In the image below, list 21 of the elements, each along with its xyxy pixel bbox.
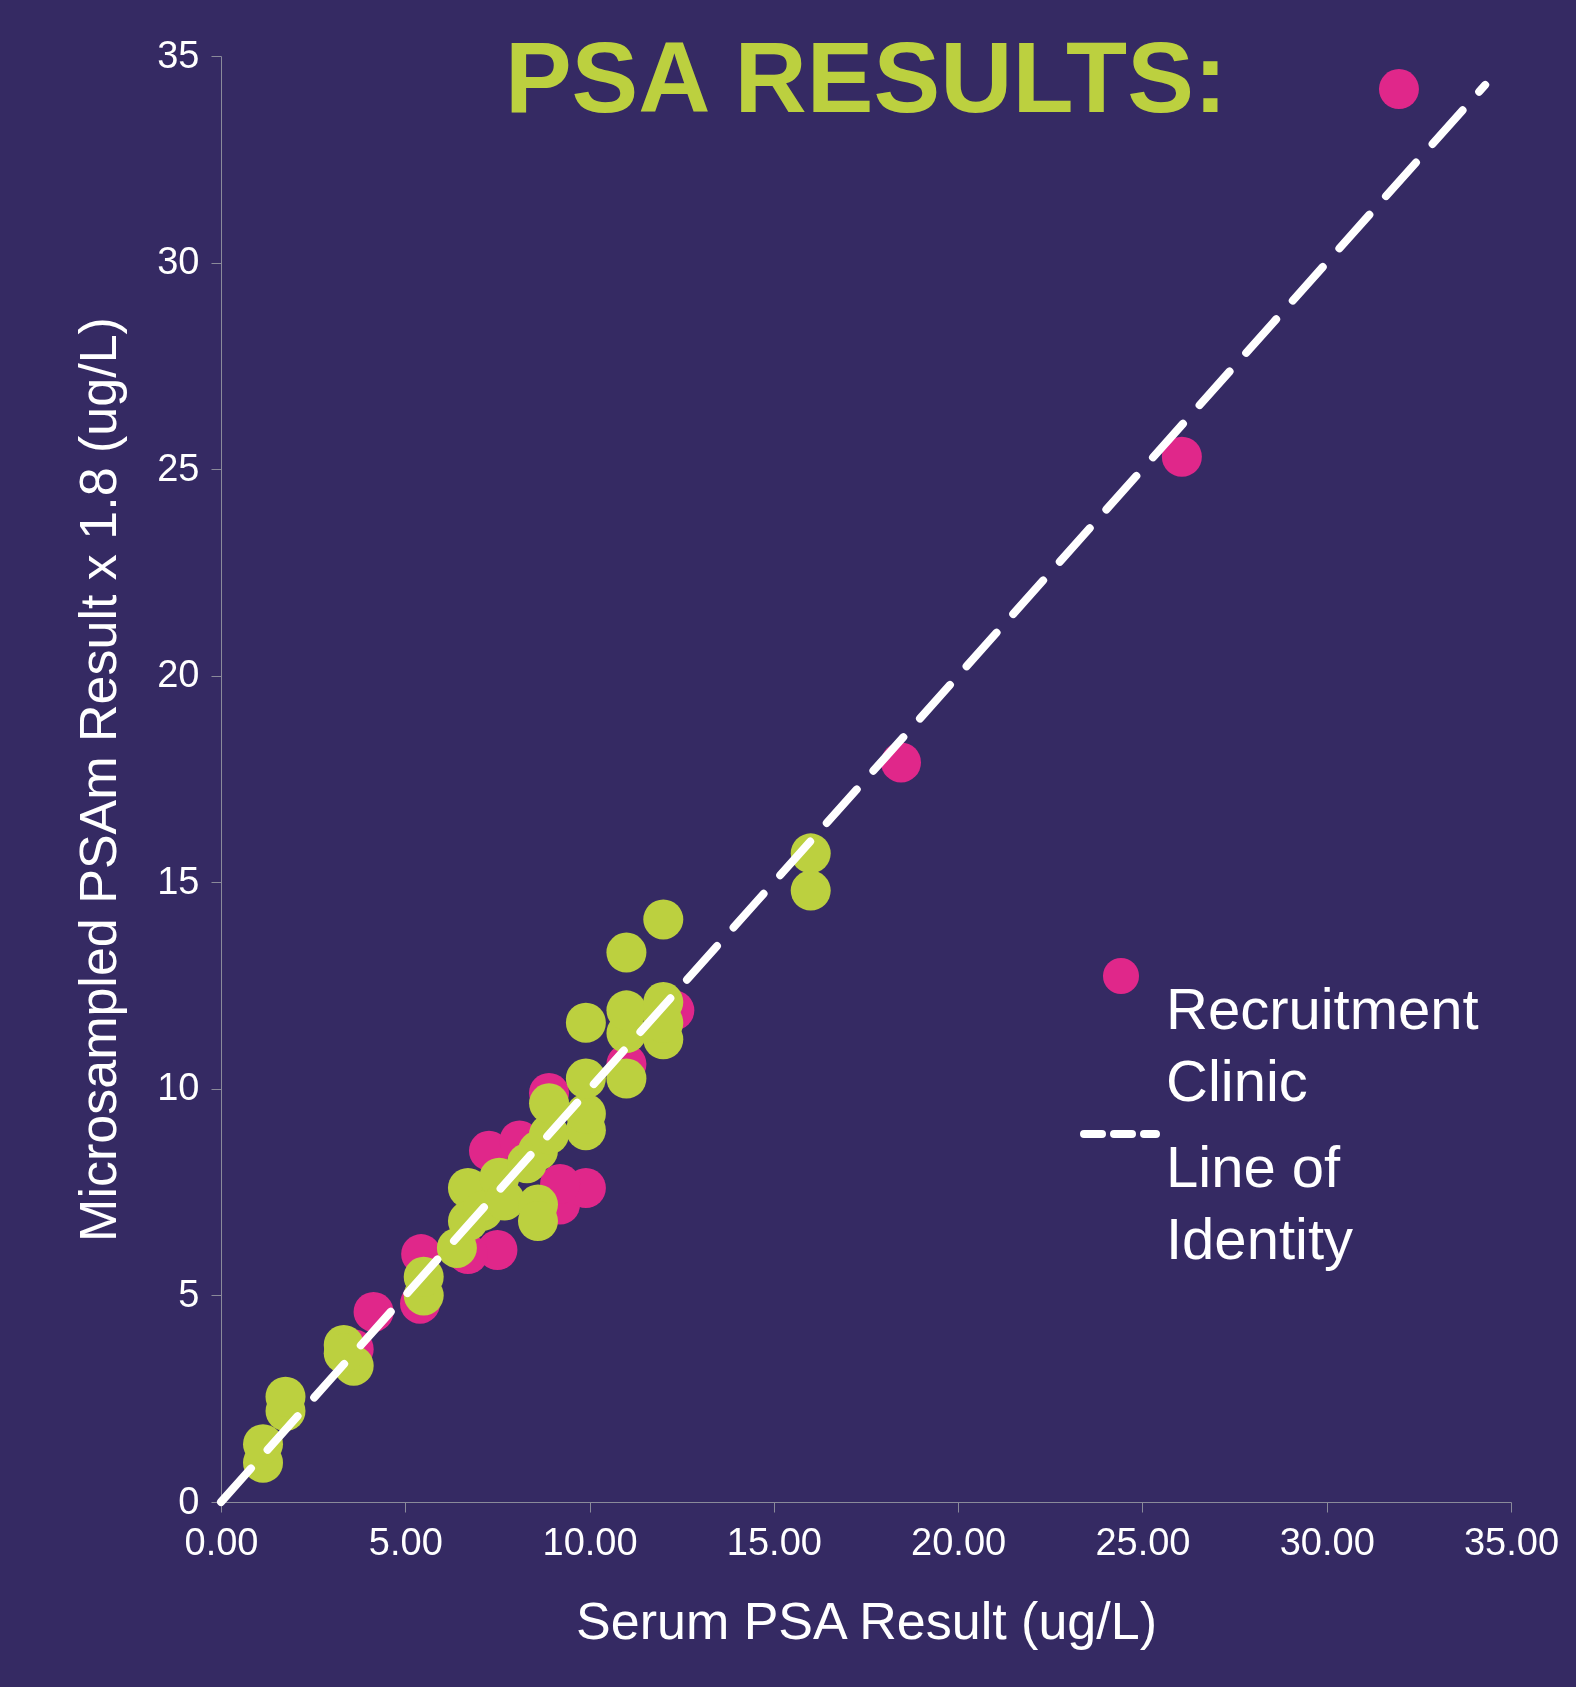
y-tick-label: 5 (178, 1272, 200, 1315)
legend-label: Recruitment Clinic (1166, 976, 1479, 1113)
y-tick-label: 35 (157, 33, 200, 76)
x-axis-title: Serum PSA Result (ug/L) (576, 1591, 1157, 1650)
x-tick-label: 30.00 (1279, 1520, 1375, 1563)
y-tick-label: 25 (157, 446, 200, 489)
y-tick-label: 30 (157, 240, 200, 283)
y-tick-label: 10 (157, 1066, 200, 1109)
x-tick-label: 15.00 (726, 1520, 822, 1563)
x-tick-label: 35.00 (1463, 1520, 1560, 1563)
y-tick-label: 0 (178, 1479, 200, 1522)
x-tick-label: 25.00 (1095, 1520, 1191, 1563)
legend-label: Line of Identity (1166, 1134, 1353, 1271)
y-tick-label: 20 (157, 653, 200, 696)
x-tick-label: 20.00 (911, 1520, 1007, 1563)
y-tick-label: 15 (157, 859, 200, 902)
chart-title: PSA RESULTS: (504, 21, 1228, 133)
y-axis-title: Microsampled PSAm Result x 1.8 (ug/L) (69, 317, 128, 1242)
x-tick-label: 5.00 (368, 1520, 443, 1563)
x-tick-label: 10.00 (542, 1520, 638, 1563)
x-tick-label: 0.00 (184, 1520, 259, 1563)
